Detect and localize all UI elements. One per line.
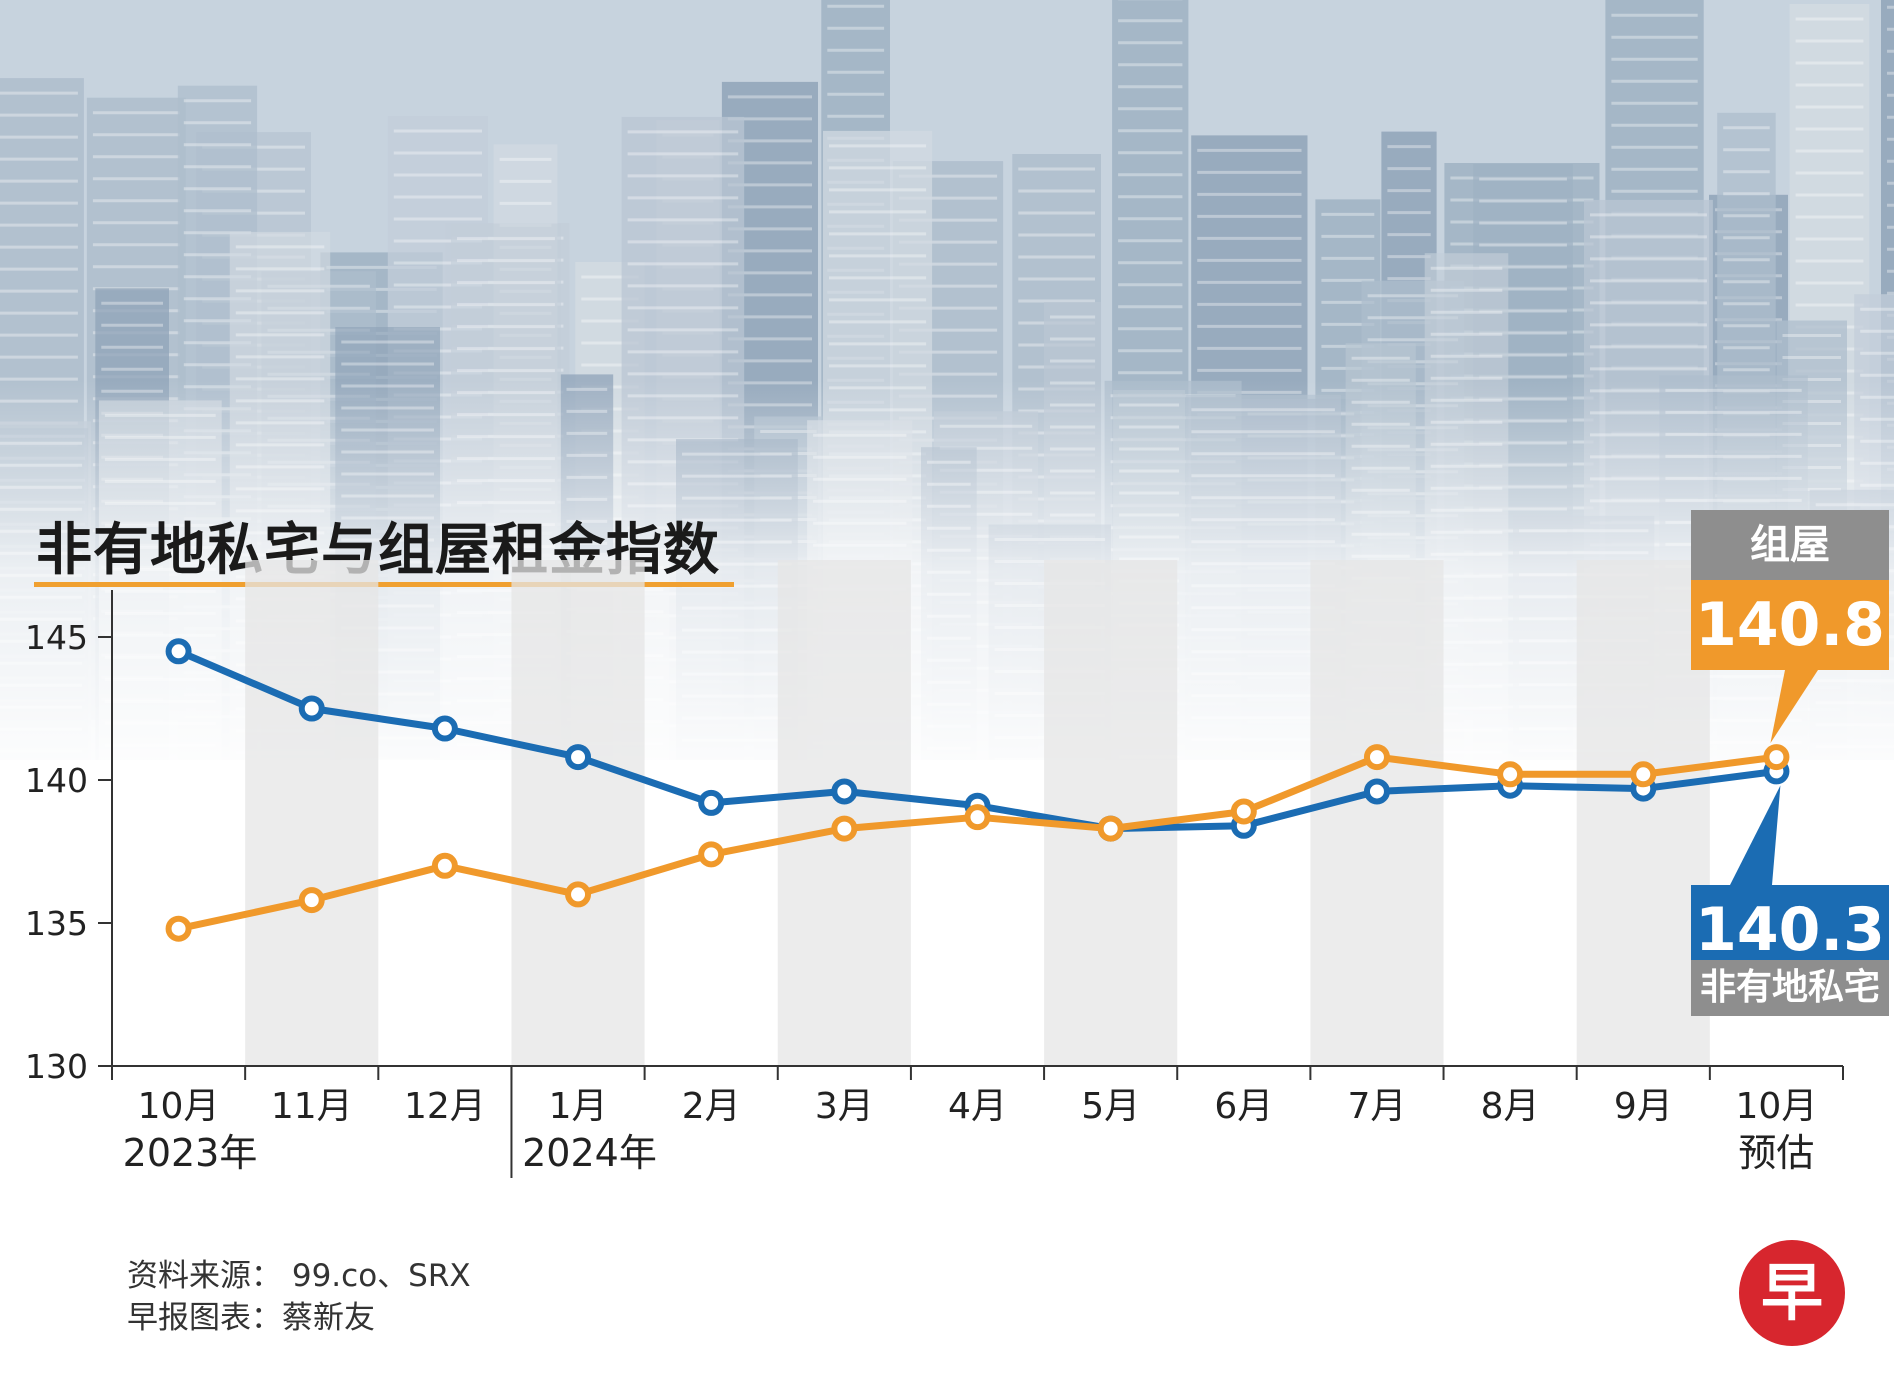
data-point xyxy=(565,881,592,908)
alternating-bands xyxy=(245,560,1710,1066)
x-tick-label: 9月 xyxy=(1614,1086,1673,1127)
x-tick-label: 4月 xyxy=(948,1086,1007,1127)
column-band xyxy=(511,560,645,1066)
data-point xyxy=(698,841,725,868)
y-tick-label: 140 xyxy=(25,761,88,800)
data-point xyxy=(1497,761,1524,788)
column-band xyxy=(245,560,379,1066)
data-point xyxy=(964,804,991,831)
column-band xyxy=(1576,560,1710,1066)
data-point xyxy=(165,915,192,942)
column-band xyxy=(1310,560,1444,1066)
data-point xyxy=(431,715,458,742)
data-point xyxy=(1363,778,1390,805)
data-point xyxy=(1097,815,1124,842)
data-point xyxy=(565,744,592,771)
condo-legend-label: 非有地私宅 xyxy=(1691,960,1889,1016)
x-tick-label: 1月 xyxy=(549,1086,608,1127)
x-tick-label: 7月 xyxy=(1348,1086,1407,1127)
hdb-latest-value: 140.8 xyxy=(1691,580,1889,670)
data-point xyxy=(165,638,192,665)
data-point xyxy=(831,778,858,805)
year-label: 2024年 xyxy=(522,1131,657,1175)
x-tick-label: 2月 xyxy=(682,1086,741,1127)
y-tick-label: 135 xyxy=(25,904,88,943)
x-tick-label: 6月 xyxy=(1214,1086,1273,1127)
zaobao-logo-icon: 早 xyxy=(1739,1240,1845,1346)
hdb-legend-label: 组屋 xyxy=(1691,510,1889,580)
x-tick-label: 5月 xyxy=(1081,1086,1140,1127)
x-tick-label: 10月 xyxy=(138,1086,220,1127)
data-point xyxy=(298,695,325,722)
data-point xyxy=(831,815,858,842)
x-tick-label: 11月 xyxy=(271,1086,353,1127)
x-tick-label: 3月 xyxy=(815,1086,874,1127)
svg-text:早: 早 xyxy=(1761,1256,1823,1329)
source-credit: 资料来源： 99.co、SRX xyxy=(127,1258,471,1294)
data-point xyxy=(1630,761,1657,788)
axes xyxy=(111,590,1844,1178)
data-point xyxy=(298,887,325,914)
x-tick-label: 10月 xyxy=(1736,1086,1818,1127)
data-point xyxy=(1763,744,1790,771)
series-hdb xyxy=(165,744,1790,942)
x-tick-label: 8月 xyxy=(1481,1086,1540,1127)
column-band xyxy=(1044,560,1178,1066)
y-tick-label: 130 xyxy=(25,1047,88,1086)
data-point xyxy=(1363,744,1390,771)
x-tick-label: 12月 xyxy=(404,1086,486,1127)
condo-callout-pointer xyxy=(1730,785,1781,885)
hdb-callout-pointer xyxy=(1770,670,1818,744)
y-tick-labels: 130 135 140 145 xyxy=(25,618,112,1086)
year-label: 2023年 xyxy=(123,1131,258,1175)
callout-pointers xyxy=(1730,670,1818,885)
title-underline xyxy=(34,582,734,587)
estimate-label: 预估 xyxy=(1738,1131,1814,1175)
y-tick-label: 145 xyxy=(25,618,88,657)
graphic-credit: 早报图表：蔡新友 xyxy=(127,1300,375,1336)
data-point xyxy=(698,789,725,816)
column-band xyxy=(777,560,911,1066)
data-point xyxy=(431,852,458,879)
data-point xyxy=(1230,798,1257,825)
